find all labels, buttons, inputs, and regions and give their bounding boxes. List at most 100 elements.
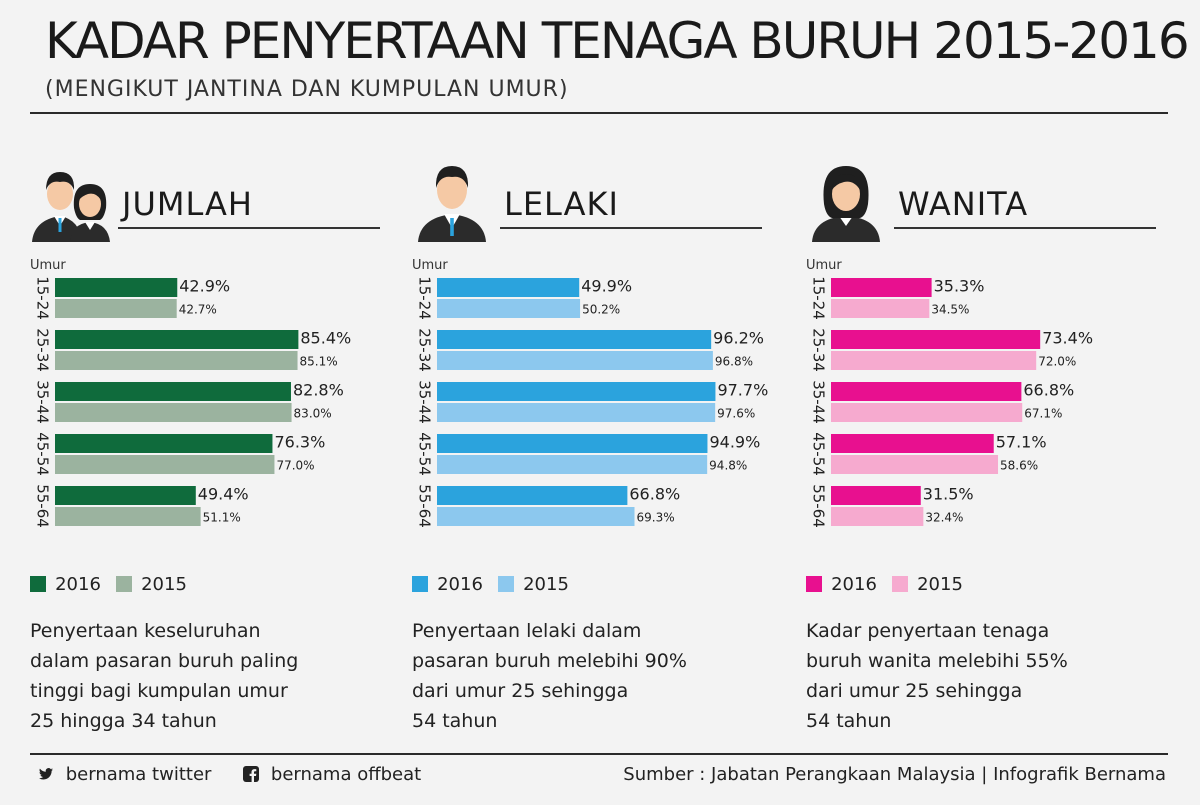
panel-wanita: WANITA Umur 15-24 35.3% 34.5% 25-34 73.4% 72.… <box>806 160 1166 740</box>
legend: 2016 2015 <box>30 574 197 596</box>
legend-item-2015: 2015 <box>892 574 963 595</box>
bar-2015 <box>55 299 177 318</box>
value-label-2016: 66.8% <box>629 485 680 504</box>
twitter-link[interactable]: bernama twitter <box>38 764 211 785</box>
description-line: tinggi bagi kumpulan umur <box>30 680 288 702</box>
value-label-2015: 85.1% <box>300 355 338 369</box>
footer-social: bernama twitter bernama offbeat <box>38 764 447 785</box>
age-group-label: 35-44 <box>416 380 434 424</box>
bar-2015 <box>831 351 1037 370</box>
value-label-2015: 72.0% <box>1038 355 1076 369</box>
footer-source: Sumber : Jabatan Perangkaan Malaysia | I… <box>623 764 1166 785</box>
bar-2016 <box>437 330 712 349</box>
bar-2015 <box>437 299 581 318</box>
age-group-label: 15-24 <box>416 276 434 320</box>
bar-2016 <box>55 382 291 401</box>
bar-2015 <box>437 351 713 370</box>
legend-item-2016: 2016 <box>30 574 101 595</box>
header-divider <box>30 112 1168 114</box>
panel-heading: WANITA <box>898 185 1029 223</box>
panel-heading-rule <box>894 227 1156 229</box>
age-group-label: 25-34 <box>810 328 828 372</box>
facebook-link[interactable]: bernama offbeat <box>243 764 421 785</box>
age-group-label: 55-64 <box>810 484 828 528</box>
value-label-2015: 97.6% <box>717 407 755 421</box>
page-subtitle: (MENGIKUT JANTINA DAN KUMPULAN UMUR) <box>45 77 569 102</box>
panel-heading: LELAKI <box>504 185 619 223</box>
bar-2016 <box>831 278 932 297</box>
legend-swatch <box>116 576 132 592</box>
value-label-2016: 49.9% <box>581 277 632 296</box>
value-label-2016: 76.3% <box>274 433 325 452</box>
value-label-2015: 96.8% <box>715 355 753 369</box>
bar-2016 <box>55 486 196 505</box>
bar-2016 <box>55 278 178 297</box>
value-label-2016: 35.3% <box>934 277 985 296</box>
value-label-2016: 57.1% <box>996 433 1047 452</box>
description-line: dari umur 25 sehingga <box>412 680 629 702</box>
legend-swatch <box>30 576 46 592</box>
age-group-label: 55-64 <box>34 484 52 528</box>
value-label-2016: 94.9% <box>709 433 760 452</box>
panel-jumlah: JUMLAH Umur 15-24 42.9% 42.7% 25-34 85.4% 85.… <box>30 160 390 740</box>
value-label-2015: 42.7% <box>179 303 217 317</box>
bar-2015 <box>831 403 1023 422</box>
value-label-2015: 69.3% <box>637 511 675 525</box>
description-line: Kadar penyertaan tenaga <box>806 620 1050 642</box>
legend-item-2016: 2016 <box>412 574 483 595</box>
legend-label: 2015 <box>523 574 569 595</box>
axis-label: Umur <box>412 258 448 273</box>
bar-2016 <box>437 278 580 297</box>
legend-label: 2015 <box>141 574 187 595</box>
age-group-label: 35-44 <box>810 380 828 424</box>
bar-2016 <box>437 382 716 401</box>
panel-description: Penyertaan lelaki dalam pasaran buruh me… <box>412 616 742 736</box>
bar-2015 <box>55 455 275 474</box>
age-group-label: 55-64 <box>416 484 434 528</box>
age-group-label: 25-34 <box>416 328 434 372</box>
panel-description: Kadar penyertaan tenaga buruh wanita mel… <box>806 616 1136 736</box>
panel-lelaki: LELAKI Umur 15-24 49.9% 50.2% 25-34 96.2% 96.… <box>412 160 772 740</box>
bar-2016 <box>831 434 994 453</box>
age-group-label: 45-54 <box>416 432 434 476</box>
twitter-label: bernama twitter <box>65 764 212 785</box>
description-line: buruh wanita melebihi 55% <box>806 650 1068 672</box>
legend: 2016 2015 <box>412 574 579 596</box>
description-line: 25 hingga 34 tahun <box>30 710 217 732</box>
legend-swatch <box>892 576 908 592</box>
bar-2016 <box>831 382 1022 401</box>
value-label-2016: 66.8% <box>1023 381 1074 400</box>
bar-chart: 15-24 42.9% 42.7% 25-34 85.4% 85.1% 35-44 82.8%… <box>34 276 352 528</box>
panel-heading-rule <box>500 227 762 229</box>
axis-label: Umur <box>30 258 66 273</box>
facebook-label: bernama offbeat <box>270 764 422 785</box>
panel-description: Penyertaan keseluruhan dalam pasaran bur… <box>30 616 360 736</box>
age-group-label: 15-24 <box>810 276 828 320</box>
description-line: dalam pasaran buruh paling <box>30 650 299 672</box>
footer-divider <box>30 753 1168 755</box>
bar-2016 <box>55 434 273 453</box>
bar-2015 <box>55 351 298 370</box>
legend-label: 2016 <box>55 574 101 595</box>
bar-chart: 15-24 49.9% 50.2% 25-34 96.2% 96.8% 35-44 97.7%… <box>416 276 769 528</box>
man-icon <box>418 166 486 242</box>
bar-chart: 15-24 35.3% 34.5% 25-34 73.4% 72.0% 35-44 66.8%… <box>810 276 1094 528</box>
page-title: KADAR PENYERTAAN TENAGA BURUH 2015-2016 <box>45 12 1190 70</box>
legend-item-2016: 2016 <box>806 574 877 595</box>
description-line: 54 tahun <box>806 710 892 732</box>
bar-2015 <box>831 507 924 526</box>
legend-swatch <box>806 576 822 592</box>
age-group-label: 25-34 <box>34 328 52 372</box>
value-label-2016: 49.4% <box>198 485 249 504</box>
bar-2016 <box>437 434 708 453</box>
twitter-icon <box>39 768 53 780</box>
description-line: 54 tahun <box>412 710 498 732</box>
legend-label: 2016 <box>831 574 877 595</box>
value-label-2016: 73.4% <box>1042 329 1093 348</box>
facebook-icon <box>243 766 260 782</box>
description-line: pasaran buruh melebihi 90% <box>412 650 687 672</box>
description-line: dari umur 25 sehingga <box>806 680 1023 702</box>
value-label-2016: 96.2% <box>713 329 764 348</box>
description-line: Penyertaan keseluruhan <box>30 620 261 642</box>
value-label-2015: 51.1% <box>203 511 241 525</box>
